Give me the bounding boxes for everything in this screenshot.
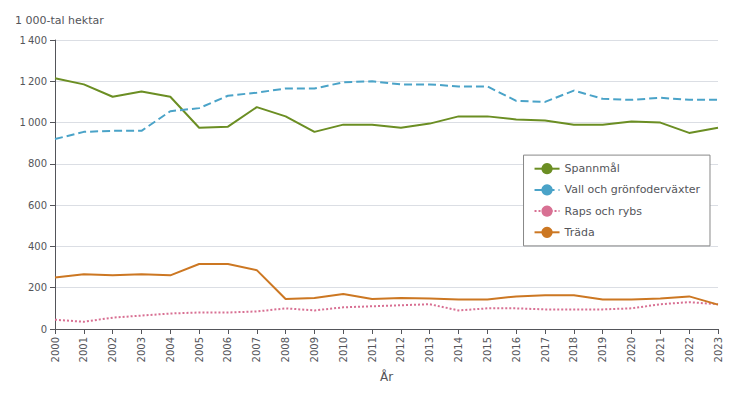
svg-text:1 200: 1 200	[20, 76, 47, 87]
svg-text:600: 600	[28, 200, 47, 211]
svg-text:0: 0	[41, 324, 47, 335]
svg-text:2019: 2019	[597, 337, 608, 362]
svg-text:2016: 2016	[511, 337, 522, 362]
svg-text:2008: 2008	[280, 337, 291, 362]
svg-text:2004: 2004	[165, 337, 176, 362]
svg-text:200: 200	[28, 282, 47, 293]
svg-text:2018: 2018	[568, 337, 579, 362]
svg-text:2021: 2021	[655, 337, 666, 362]
svg-text:2014: 2014	[453, 337, 464, 362]
svg-text:2009: 2009	[309, 337, 320, 362]
svg-text:2003: 2003	[136, 337, 147, 362]
svg-text:2010: 2010	[338, 337, 349, 362]
svg-text:2000: 2000	[50, 337, 61, 362]
svg-text:2020: 2020	[626, 337, 637, 362]
svg-text:2001: 2001	[78, 337, 89, 362]
svg-text:2005: 2005	[194, 337, 205, 362]
svg-text:800: 800	[28, 158, 47, 169]
svg-text:Vall och grönfoderväxter: Vall och grönfoderväxter	[565, 183, 701, 196]
svg-text:2013: 2013	[424, 337, 435, 362]
svg-text:2002: 2002	[107, 337, 118, 362]
svg-text:1 000-tal hektar: 1 000-tal hektar	[15, 14, 104, 27]
svg-text:2006: 2006	[222, 337, 233, 362]
svg-text:2015: 2015	[482, 337, 493, 362]
svg-text:Träda: Träda	[564, 226, 595, 239]
svg-text:2017: 2017	[540, 337, 551, 362]
svg-text:1 400: 1 400	[20, 35, 47, 46]
svg-text:400: 400	[28, 241, 47, 252]
svg-text:1 000: 1 000	[20, 117, 47, 128]
svg-text:2007: 2007	[251, 337, 262, 362]
svg-text:2011: 2011	[367, 337, 378, 362]
svg-text:2023: 2023	[713, 337, 724, 362]
svg-text:År: År	[380, 369, 393, 384]
svg-text:Spannmål: Spannmål	[565, 162, 620, 175]
svg-text:2022: 2022	[684, 337, 695, 362]
svg-text:Raps och rybs: Raps och rybs	[565, 205, 643, 218]
svg-text:2012: 2012	[395, 337, 406, 362]
